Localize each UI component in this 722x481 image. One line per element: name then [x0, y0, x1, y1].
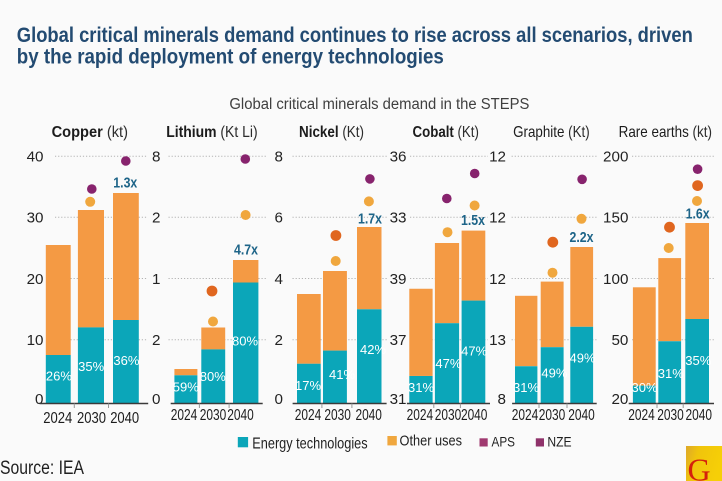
svg-text:Graphite (Kt): Graphite (Kt) — [513, 124, 590, 141]
svg-text:2030: 2030 — [539, 407, 566, 424]
svg-text:2030: 2030 — [657, 407, 684, 424]
svg-text:59%: 59% — [173, 380, 199, 395]
svg-text:36%: 36% — [113, 353, 139, 368]
svg-text:2030: 2030 — [200, 407, 227, 424]
svg-text:2: 2 — [275, 332, 283, 349]
svg-text:47%: 47% — [461, 344, 487, 359]
svg-text:Global critical minerals deman: Global critical minerals demand in the S… — [229, 96, 529, 113]
svg-text:2024: 2024 — [407, 407, 434, 424]
svg-text:8: 8 — [152, 149, 160, 166]
svg-text:1.3x: 1.3x — [113, 175, 137, 191]
svg-text:13: 13 — [489, 332, 506, 349]
svg-text:36: 36 — [390, 149, 407, 166]
svg-text:Energy technologies: Energy technologies — [252, 435, 367, 452]
svg-text:Other uses: Other uses — [400, 434, 463, 450]
svg-text:2024: 2024 — [171, 407, 198, 424]
svg-text:4.7x: 4.7x — [234, 243, 258, 259]
svg-text:Global critical minerals deman: Global critical minerals demand continue… — [17, 24, 693, 47]
svg-text:33: 33 — [390, 210, 407, 227]
svg-text:200: 200 — [603, 149, 628, 166]
svg-text:2024: 2024 — [295, 407, 322, 424]
svg-text:0: 0 — [35, 391, 43, 408]
svg-text:Source: IEA: Source: IEA — [0, 458, 84, 479]
svg-text:2024: 2024 — [43, 410, 72, 427]
svg-text:2: 2 — [152, 210, 160, 227]
svg-text:G: G — [688, 452, 711, 481]
svg-text:2040: 2040 — [110, 410, 139, 427]
svg-text:1: 1 — [152, 271, 160, 288]
svg-text:31%: 31% — [408, 380, 434, 395]
svg-text:41%: 41% — [329, 367, 355, 382]
svg-text:80%: 80% — [232, 333, 258, 348]
svg-text:35%: 35% — [685, 353, 711, 368]
svg-text:2030: 2030 — [324, 407, 351, 424]
svg-text:by the rapid deployment of ene: by the rapid deployment of energy techno… — [17, 46, 444, 69]
svg-text:Rare earths (kt): Rare earths (kt) — [619, 124, 712, 141]
svg-text:4: 4 — [275, 271, 283, 288]
svg-text:47%: 47% — [435, 356, 461, 371]
svg-text:2024: 2024 — [512, 407, 539, 424]
svg-text:2040: 2040 — [568, 407, 595, 424]
svg-text:6: 6 — [275, 210, 283, 227]
svg-text:1.5x: 1.5x — [461, 213, 485, 229]
svg-text:12: 12 — [489, 210, 506, 227]
svg-text:31%: 31% — [658, 366, 684, 381]
svg-text:40: 40 — [27, 149, 44, 166]
svg-text:42%: 42% — [360, 342, 386, 357]
svg-text:2040: 2040 — [355, 407, 382, 424]
svg-text:1.6x: 1.6x — [686, 207, 710, 223]
svg-text:2040: 2040 — [227, 407, 254, 424]
svg-text:2.2x: 2.2x — [570, 230, 594, 246]
svg-text:Cobalt (Kt): Cobalt (Kt) — [413, 124, 479, 141]
svg-text:1.7x: 1.7x — [358, 211, 382, 227]
svg-text:37: 37 — [390, 332, 407, 349]
svg-text:0: 0 — [152, 391, 160, 408]
svg-text:35%: 35% — [78, 359, 104, 374]
svg-text:2: 2 — [152, 332, 160, 349]
svg-text:2040: 2040 — [461, 407, 488, 424]
svg-text:17%: 17% — [295, 378, 321, 393]
svg-text:12: 12 — [489, 271, 506, 288]
svg-text:26%: 26% — [46, 369, 72, 384]
svg-text:31: 31 — [390, 391, 407, 408]
svg-text:2024: 2024 — [628, 407, 655, 424]
svg-text:10: 10 — [27, 332, 44, 349]
svg-text:39: 39 — [390, 271, 407, 288]
svg-text:30: 30 — [27, 210, 44, 227]
svg-text:30%: 30% — [631, 380, 657, 395]
svg-text:0: 0 — [275, 391, 283, 408]
svg-text:49%: 49% — [541, 365, 567, 380]
svg-text:2030: 2030 — [77, 410, 106, 427]
svg-text:Copper (kt): Copper (kt) — [52, 124, 128, 141]
svg-text:8: 8 — [275, 149, 283, 166]
svg-text:20: 20 — [27, 271, 44, 288]
svg-text:20: 20 — [611, 391, 628, 408]
svg-text:2040: 2040 — [686, 407, 713, 424]
svg-text:49%: 49% — [569, 350, 595, 365]
svg-text:31%: 31% — [513, 380, 539, 395]
svg-text:APS: APS — [492, 434, 516, 449]
svg-text:50: 50 — [611, 332, 628, 349]
svg-text:80%: 80% — [200, 369, 226, 384]
svg-text:Lithium (Kt Li): Lithium (Kt Li) — [166, 124, 257, 141]
svg-text:2030: 2030 — [435, 407, 462, 424]
svg-text:8: 8 — [498, 391, 506, 408]
svg-text:150: 150 — [603, 210, 628, 227]
svg-text:12: 12 — [489, 149, 506, 166]
svg-text:100: 100 — [603, 271, 628, 288]
svg-text:Nickel (Kt): Nickel (Kt) — [299, 124, 364, 141]
svg-text:NZE: NZE — [547, 434, 571, 449]
